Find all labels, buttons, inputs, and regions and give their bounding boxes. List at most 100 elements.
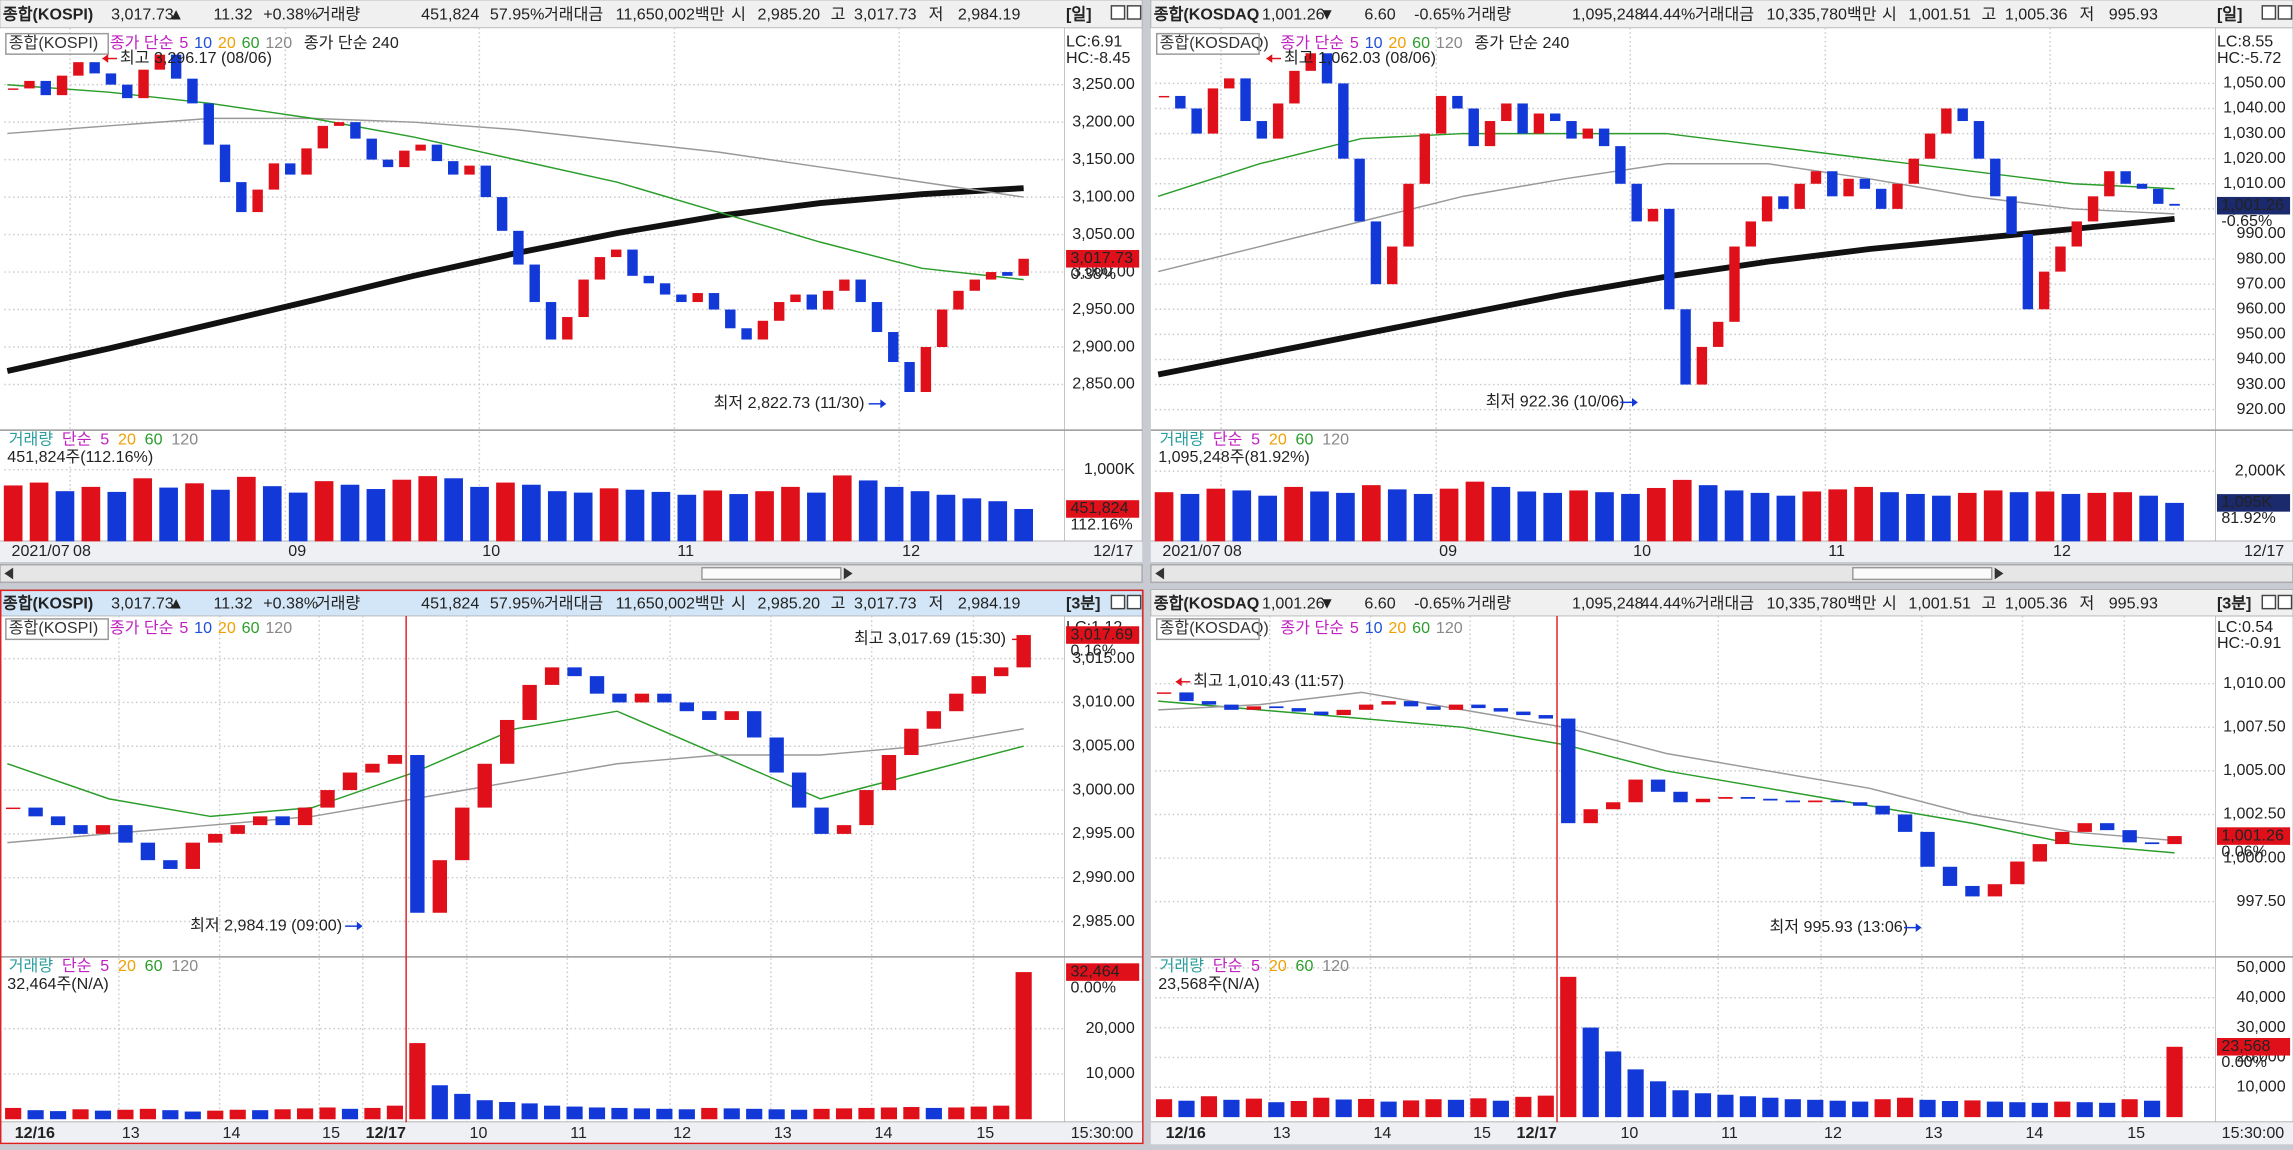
volume-bar [2035, 491, 2055, 542]
header-item: 거래대금 [1695, 6, 1754, 24]
candle [415, 144, 426, 151]
scroll-left[interactable] [4, 567, 14, 580]
candle [2032, 844, 2048, 862]
candle [448, 161, 459, 175]
candle [399, 150, 410, 168]
low-arrowhead [880, 399, 887, 409]
y-tick-label: 3,200.00 [1072, 112, 1135, 130]
candle [1419, 133, 1431, 184]
x-tick-label: 15 [322, 1124, 340, 1142]
legend-item: 60 [242, 34, 260, 52]
low-arrowhead [356, 921, 363, 931]
candle [301, 148, 312, 175]
volume-bar [1335, 1099, 1352, 1118]
volume-info: 451,824주(112.16%) [7, 448, 153, 466]
ma-line [7, 710, 1024, 818]
volume-bar [910, 491, 930, 542]
x-end-label: 12/17 [1093, 542, 1133, 560]
high-label: 최고 3,296.17 (08/06) [120, 49, 272, 67]
legend-item: 종가 단순 [110, 34, 174, 52]
volume-bar [1425, 1099, 1442, 1118]
volume-bar [1829, 1100, 1846, 1118]
window-button[interactable] [2261, 5, 2277, 20]
scroll-right[interactable] [1994, 567, 2004, 580]
volume-bar [677, 494, 697, 542]
header-item: 저 [929, 6, 944, 24]
high-arrowhead [1266, 54, 1273, 63]
y-tick-label: 1,030.00 [2223, 124, 2286, 142]
candle [1468, 108, 1479, 147]
volume-bar [1986, 1101, 2003, 1118]
scrollbar[interactable] [0, 564, 1143, 584]
x-tick-label: 10 [1633, 542, 1651, 560]
candle [219, 144, 231, 183]
x-tick-label: 08 [1224, 542, 1242, 560]
candle [1647, 208, 1659, 222]
legend-item: 60 [145, 957, 163, 975]
volume-bar [55, 491, 75, 542]
legend-item: 5 [100, 431, 109, 449]
header-bar [0, 0, 1143, 29]
volume-bar [27, 1110, 44, 1120]
volume-bar [2031, 1102, 2048, 1118]
volume-bar [1698, 485, 1718, 542]
scroll-left[interactable] [1155, 567, 1165, 580]
candle [522, 684, 537, 720]
candle [1718, 797, 1733, 799]
window-button[interactable] [1126, 5, 1142, 20]
header-item: 고 [831, 6, 846, 24]
x-end-label: 15:30:00 [1071, 1124, 1134, 1142]
candle [382, 159, 394, 168]
window-button[interactable] [2277, 594, 2293, 610]
lc-label: LC:0.54 [2217, 618, 2273, 636]
panel-bg [0, 27, 1143, 562]
volume-bar [651, 491, 671, 542]
candle [1664, 208, 1675, 310]
header-item: 1,095,248 [1572, 6, 1644, 24]
low-arrowhead [1915, 923, 1922, 932]
window-button[interactable] [2277, 5, 2293, 20]
x-tick-label: 11 [1828, 542, 1845, 560]
volume-bar [29, 482, 49, 542]
legend-item: 20 [1269, 957, 1287, 975]
volume-bar [1569, 490, 1588, 542]
window-button[interactable] [1126, 594, 1142, 610]
volume-bar [835, 1108, 853, 1120]
header-item: ▲ [168, 6, 184, 24]
volume-bar [162, 1110, 179, 1120]
candle [2010, 861, 2025, 885]
volume-bar [1290, 1101, 1307, 1118]
scrollbar[interactable] [1150, 564, 2293, 584]
header-item: 3,017.73 [854, 6, 917, 24]
candle [814, 807, 829, 834]
volume-tick-label: 1,000K [1084, 460, 1135, 478]
x-tick-label: 14 [1373, 1124, 1391, 1142]
legend-item: 종합(KOSPI) [9, 34, 98, 52]
candle [1156, 692, 1172, 694]
volume-bar [611, 1107, 628, 1120]
header-item: 거래량 [316, 595, 361, 613]
x-tick-label: 12 [902, 542, 920, 560]
candle [1843, 178, 1854, 197]
window-button[interactable] [1110, 594, 1126, 610]
volume-tick-label: 10,000 [1086, 1064, 1135, 1082]
volume-bar [1232, 490, 1252, 542]
candle [1291, 708, 1306, 712]
y-tick-label: 1,050.00 [2223, 74, 2286, 92]
candle [118, 825, 133, 843]
scroll-thumb[interactable] [701, 566, 842, 581]
lc-label: LC:8.55 [2217, 33, 2273, 51]
scroll-thumb[interactable] [1852, 566, 1993, 581]
volume-bar [314, 481, 334, 542]
window-button[interactable] [1110, 5, 1126, 20]
volume-bar [925, 1107, 942, 1120]
volume-bar [288, 492, 308, 542]
candle [317, 125, 329, 149]
candle [1673, 791, 1688, 803]
window-button[interactable] [2261, 594, 2277, 610]
candle [1897, 814, 1913, 832]
candle [1785, 800, 1800, 803]
volume-bar [1413, 493, 1433, 542]
x-tick-label: 14 [223, 1124, 241, 1142]
scroll-right[interactable] [843, 567, 853, 580]
